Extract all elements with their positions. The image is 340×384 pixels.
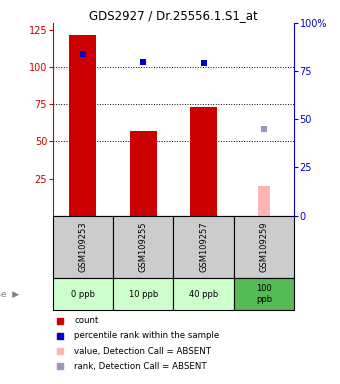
Title: GDS2927 / Dr.25556.1.S1_at: GDS2927 / Dr.25556.1.S1_at xyxy=(89,9,258,22)
Bar xyxy=(69,35,97,215)
Text: percentile rank within the sample: percentile rank within the sample xyxy=(74,331,220,341)
Text: GSM109257: GSM109257 xyxy=(199,222,208,272)
Text: 100
ppb: 100 ppb xyxy=(256,284,272,304)
Bar xyxy=(130,131,157,215)
Bar xyxy=(190,108,217,215)
Text: dose  ▶: dose ▶ xyxy=(0,290,19,298)
Text: value, Detection Call = ABSENT: value, Detection Call = ABSENT xyxy=(74,347,211,356)
FancyBboxPatch shape xyxy=(234,278,294,310)
FancyBboxPatch shape xyxy=(173,215,234,278)
FancyBboxPatch shape xyxy=(234,215,294,278)
Text: GSM109255: GSM109255 xyxy=(139,222,148,272)
Bar xyxy=(258,186,270,215)
Text: rank, Detection Call = ABSENT: rank, Detection Call = ABSENT xyxy=(74,362,207,371)
FancyBboxPatch shape xyxy=(113,215,173,278)
FancyBboxPatch shape xyxy=(173,278,234,310)
Text: GSM109253: GSM109253 xyxy=(79,222,87,272)
Text: 0 ppb: 0 ppb xyxy=(71,290,95,298)
Text: count: count xyxy=(74,316,99,325)
Text: 40 ppb: 40 ppb xyxy=(189,290,218,298)
Text: 10 ppb: 10 ppb xyxy=(129,290,158,298)
FancyBboxPatch shape xyxy=(113,278,173,310)
FancyBboxPatch shape xyxy=(53,278,113,310)
FancyBboxPatch shape xyxy=(53,215,113,278)
Text: GSM109259: GSM109259 xyxy=(259,222,268,272)
